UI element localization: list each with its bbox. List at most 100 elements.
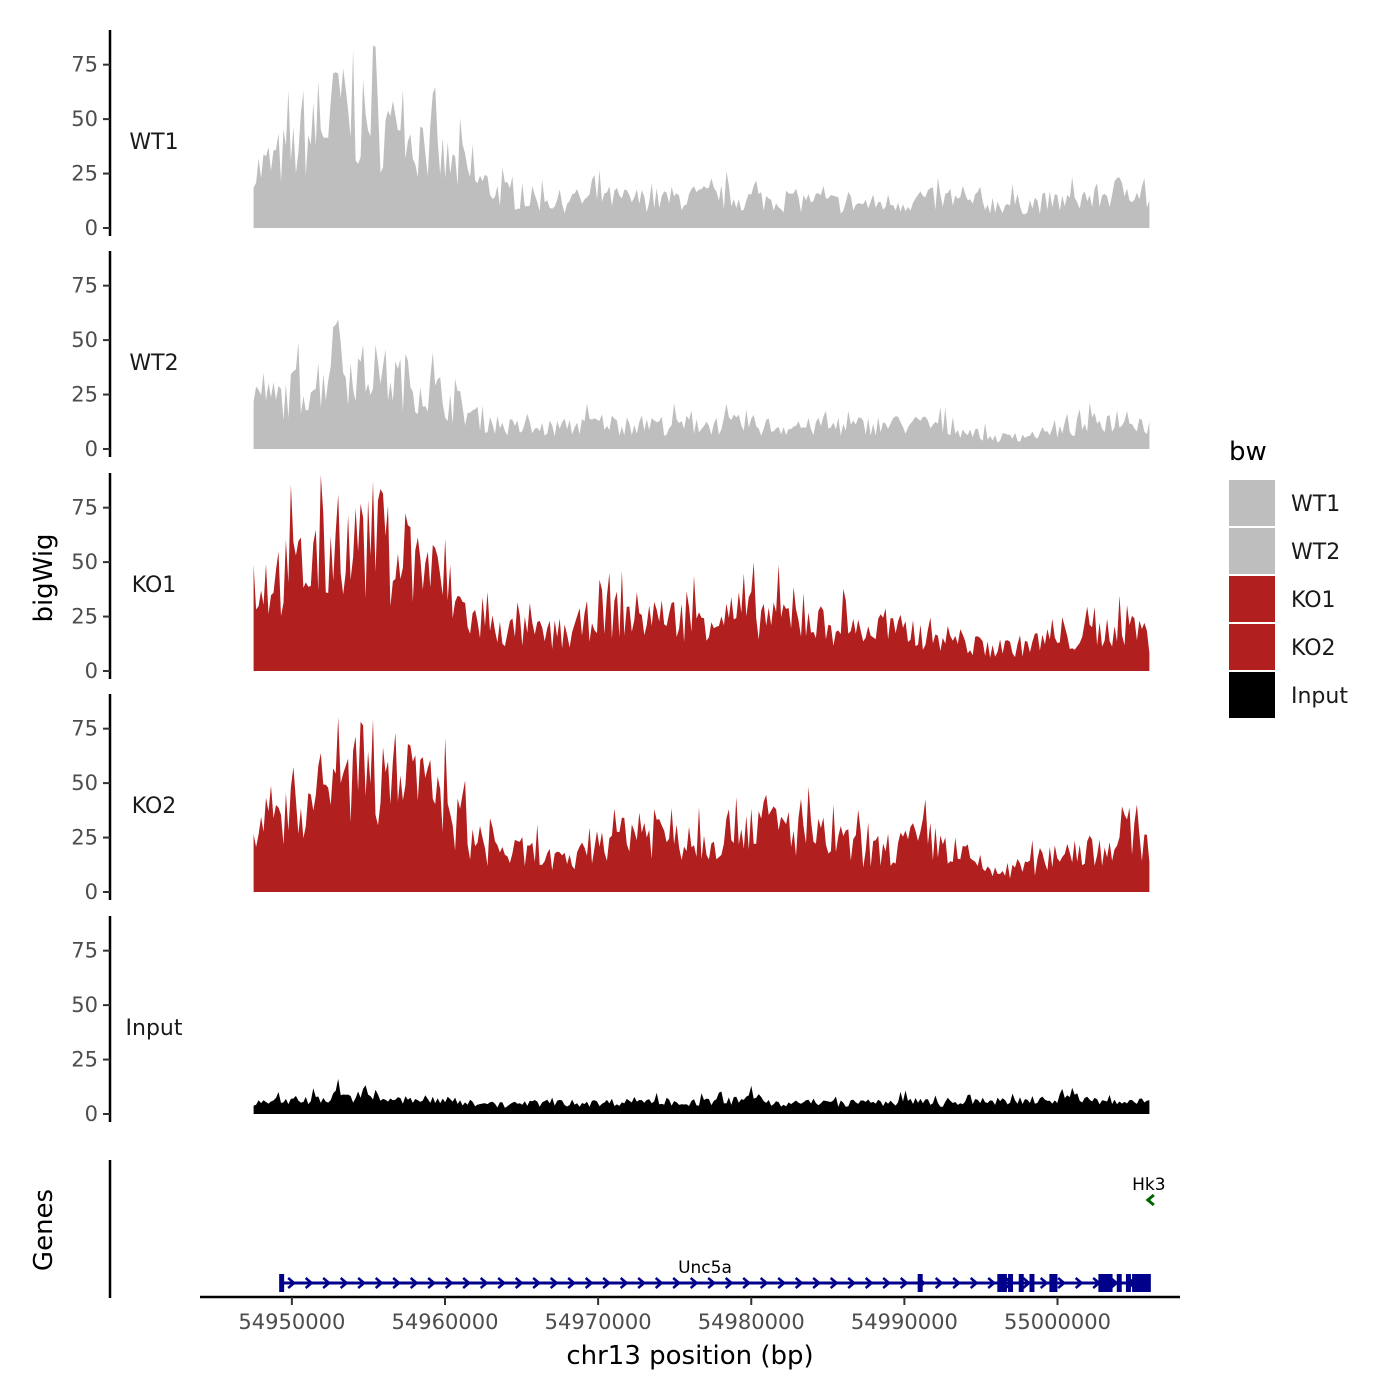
strand-arrow — [847, 1277, 857, 1289]
legend-title: bw — [1229, 437, 1267, 467]
y-tick-label: 25 — [71, 162, 98, 186]
gene-unc5a: Unc5a — [279, 1258, 1151, 1292]
strand-arrow — [287, 1277, 297, 1289]
gene-label: Hk3 — [1132, 1175, 1165, 1195]
strand-arrow — [952, 1277, 962, 1289]
legend-swatch-wt1 — [1229, 480, 1275, 526]
coverage-area-wt2 — [253, 319, 1150, 449]
exon — [1052, 1274, 1058, 1292]
strand-arrow — [777, 1277, 787, 1289]
y-tick-label: 50 — [71, 328, 98, 352]
gene-track: Unc5a Hk3 — [108, 1160, 1166, 1298]
strand-arrow — [619, 1277, 629, 1289]
strand-arrow — [444, 1277, 454, 1289]
x-axis-title: chr13 position (bp) — [566, 1341, 813, 1371]
legend: bw WT1 WT2 KO1 KO2 Input — [1229, 437, 1348, 718]
strand-arrow — [934, 1277, 944, 1289]
exon — [1018, 1274, 1024, 1292]
y-tick-label: 50 — [71, 550, 98, 574]
y-tick-label: 75 — [71, 717, 98, 741]
strand-arrow — [392, 1277, 402, 1289]
coverage-area-wt1 — [253, 45, 1150, 228]
track-label: KO2 — [132, 794, 177, 819]
strand-arrow — [462, 1277, 472, 1289]
exon — [279, 1274, 285, 1292]
y-tick-label: 0 — [85, 1102, 98, 1126]
legend-label-ko1: KO1 — [1291, 588, 1336, 613]
x-tick-label: 54980000 — [698, 1310, 805, 1334]
strand-arrow — [1074, 1277, 1084, 1289]
strand-arrow — [1145, 1193, 1155, 1207]
y-tick-label: 75 — [71, 939, 98, 963]
genes-axis-title: Genes — [29, 1189, 59, 1271]
x-tick-label: 54970000 — [545, 1310, 652, 1334]
strand-arrow — [987, 1277, 997, 1289]
exon — [997, 1274, 1003, 1292]
strand-arrow — [339, 1277, 349, 1289]
strand-arrow — [409, 1277, 419, 1289]
strand-arrow — [1039, 1277, 1049, 1289]
y-tick-label: 0 — [85, 880, 98, 904]
gene-label: Unc5a — [678, 1258, 732, 1278]
y-tick-label: 0 — [85, 437, 98, 461]
strand-arrow — [514, 1277, 524, 1289]
strand-arrow — [357, 1277, 367, 1289]
y-tick-label: 75 — [71, 53, 98, 77]
strand-arrow — [672, 1277, 682, 1289]
exon — [1116, 1274, 1122, 1292]
y-tick-label: 50 — [71, 771, 98, 795]
strand-arrow — [479, 1277, 489, 1289]
strand-arrow — [322, 1277, 332, 1289]
y-tick-label: 75 — [71, 274, 98, 298]
strand-arrow — [567, 1277, 577, 1289]
y-tick-label: 50 — [71, 107, 98, 131]
track-ko2: 0 25 50 75 KO2 — [71, 694, 1150, 904]
strand-arrow — [304, 1277, 314, 1289]
strand-arrow — [882, 1277, 892, 1289]
exon — [1102, 1274, 1108, 1292]
strand-arrow — [707, 1277, 717, 1289]
strand-arrow — [654, 1277, 664, 1289]
y-tick-label: 25 — [71, 826, 98, 850]
legend-label-ko2: KO2 — [1291, 636, 1336, 661]
exon — [1001, 1274, 1007, 1292]
strand-arrow — [602, 1277, 612, 1289]
legend-swatch-wt2 — [1229, 528, 1275, 574]
strand-arrow — [759, 1277, 769, 1289]
exon — [1125, 1274, 1131, 1292]
track-wt2: 0 25 50 75 WT2 — [71, 251, 1150, 461]
strand-arrow — [689, 1277, 699, 1289]
strand-arrow — [1057, 1277, 1067, 1289]
strand-arrow — [794, 1277, 804, 1289]
y-tick-label: 25 — [71, 383, 98, 407]
exon — [1107, 1274, 1113, 1292]
strand-arrow — [374, 1277, 384, 1289]
coverage-area-ko1 — [253, 475, 1150, 671]
x-tick-label: 55000000 — [1004, 1310, 1111, 1334]
y-tick-label: 25 — [71, 1048, 98, 1072]
exon — [1008, 1274, 1014, 1292]
strand-arrow — [637, 1277, 647, 1289]
track-label: WT2 — [129, 351, 178, 376]
x-tick-label: 54950000 — [238, 1310, 345, 1334]
y-tick-label: 0 — [85, 659, 98, 683]
exon — [1132, 1274, 1138, 1292]
strand-arrow — [1109, 1277, 1119, 1289]
strand-arrow — [549, 1277, 559, 1289]
track-label: Input — [126, 1016, 183, 1041]
track-wt1: 0 25 50 75 WT1 — [71, 30, 1150, 240]
strand-arrow — [724, 1277, 734, 1289]
strand-arrow — [864, 1277, 874, 1289]
x-tick-label: 54990000 — [851, 1310, 958, 1334]
gene-hk3: Hk3 — [1132, 1175, 1166, 1207]
y-tick-label: 50 — [71, 993, 98, 1017]
legend-swatch-ko2 — [1229, 624, 1275, 670]
exon — [1029, 1274, 1035, 1292]
coverage-area-input — [253, 1078, 1150, 1114]
strand-arrow — [899, 1277, 909, 1289]
strand-arrow — [742, 1277, 752, 1289]
track-input: 0 25 50 75 Input — [71, 916, 1150, 1126]
strand-arrow — [427, 1277, 437, 1289]
x-tick-label: 54960000 — [392, 1310, 499, 1334]
strand-arrow — [584, 1277, 594, 1289]
